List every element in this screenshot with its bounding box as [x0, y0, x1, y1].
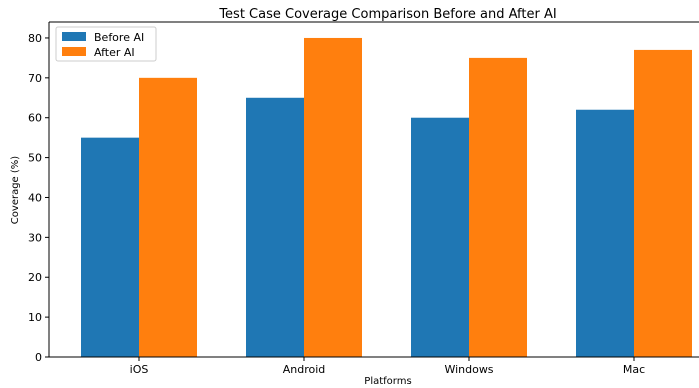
y-tick-label: 60 [28, 112, 42, 125]
bar-after-ai-mac [634, 49, 692, 358]
y-tick-label: 40 [28, 191, 42, 204]
y-tick-label: 10 [28, 311, 42, 324]
legend-label-before-ai: Before AI [94, 31, 144, 44]
y-tick-label: 20 [28, 271, 42, 284]
y-tick-label: 0 [35, 351, 42, 364]
legend: Before AI After AI [55, 26, 157, 62]
bar-after-ai-ios [139, 77, 197, 357]
chart-title: Test Case Coverage Comparison Before and… [218, 7, 556, 22]
x-tick-label: Windows [444, 363, 493, 376]
bars-group [81, 37, 692, 358]
x-axis-label: Platforms [364, 376, 411, 387]
x-tick-label: Mac [623, 363, 645, 376]
bar-after-ai-windows [469, 57, 527, 358]
x-axis-ticks: iOS Android Windows Mac [130, 357, 645, 376]
bar-before-ai-android [246, 97, 304, 358]
bar-before-ai-ios [81, 137, 139, 357]
y-axis-ticks: 0 10 20 30 40 50 60 70 80 [28, 32, 49, 364]
y-tick-label: 80 [28, 32, 42, 45]
bar-before-ai-windows [411, 117, 469, 357]
bar-before-ai-mac [576, 109, 634, 357]
legend-swatch-after-ai [62, 47, 86, 56]
y-tick-label: 50 [28, 152, 42, 165]
legend-swatch-before-ai [62, 32, 86, 41]
y-tick-label: 70 [28, 72, 42, 85]
x-tick-label: Android [283, 363, 326, 376]
legend-label-after-ai: After AI [94, 46, 135, 59]
bar-after-ai-android [304, 37, 362, 357]
y-axis-label: Coverage (%) [10, 156, 21, 224]
y-tick-label: 30 [28, 231, 42, 244]
x-tick-label: iOS [130, 363, 149, 376]
